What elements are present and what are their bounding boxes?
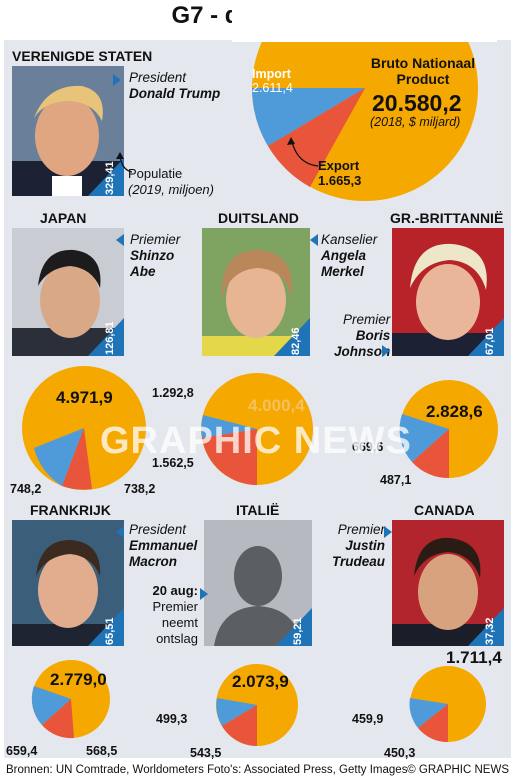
japan-gnp-pie-chart: [22, 366, 146, 490]
usa-export-slice: [268, 88, 365, 187]
france-population-value: 65,51: [104, 617, 116, 645]
canada-leader-role: Premier Justin Trudeau: [332, 522, 386, 569]
germany-pointer-icon: [310, 234, 318, 246]
germany-leader-photo: [202, 228, 310, 356]
uk-country-label: GR.-BRITTANNIË: [390, 210, 504, 226]
uk-gnp-pie-chart: [399, 380, 498, 479]
france-export-value: 568,5: [86, 744, 118, 758]
japan-export-value: 738,2: [124, 482, 156, 496]
usa-import-slice: [252, 88, 365, 146]
italy-import-value: 499,3: [156, 712, 188, 726]
germany-country-label: DUITSLAND: [218, 210, 299, 226]
usa-import-label: Import 2.611,4: [252, 67, 293, 95]
uk-gnp-value: 2.828,6: [426, 402, 483, 421]
france-pointer-icon: [116, 526, 124, 538]
japan-country-label: JAPAN: [40, 210, 87, 226]
italy-leader-silhouette: [204, 520, 312, 646]
italy-population-value: 59,21: [292, 617, 304, 645]
canada-leader-photo: [392, 520, 504, 646]
usa-country-label: VERENIGDE STATEN: [12, 48, 153, 64]
canada-country-label: CANADA: [414, 502, 475, 518]
germany-gnp-pie-chart: [201, 373, 313, 485]
france-import-value: 659,4: [6, 744, 38, 758]
japan-leader-photo: [12, 228, 124, 356]
canada-import-value: 459,9: [352, 712, 384, 726]
usa-population-caption: Populatie (2019, miljoen): [128, 166, 214, 197]
footer-sources: Bronnen: UN Comtrade, Worldometers Foto'…: [6, 764, 408, 776]
usa-export-label: Export 1.665,3: [318, 158, 362, 188]
france-gnp-value: 2.779,0: [50, 670, 107, 689]
italy-country-label: ITALIË: [236, 502, 280, 518]
usa-leader-role: President Donald Trump: [129, 70, 221, 101]
canada-gnp-pie-chart: [409, 666, 486, 743]
japan-population-value: 126,81: [104, 321, 116, 355]
japan-pointer-icon: [116, 234, 124, 246]
uk-pointer-icon: [382, 345, 390, 357]
uk-population-value: 67,01: [484, 327, 496, 355]
uk-leader-role: Premier Boris Johnson: [334, 312, 391, 359]
usa-leader-photo: [12, 66, 124, 196]
canada-export-value: 450,3: [384, 746, 416, 760]
italy-gnp-value: 2.073,9: [232, 672, 289, 691]
germany-export-value: 1.562,5: [152, 456, 194, 470]
usa-gnp-caption: (2018, $ miljard): [370, 115, 461, 129]
title-mask: [232, 0, 497, 42]
japan-import-value: 748,2: [10, 482, 42, 496]
usa-pointer-icon: [113, 74, 121, 86]
canada-population-value: 37,32: [484, 617, 496, 645]
canada-gnp-value: 1.711,4: [446, 648, 502, 667]
canada-pointer-icon: [384, 526, 392, 538]
italy-pointer-icon: [200, 588, 208, 600]
usa-export-arrow-icon: [287, 137, 319, 167]
japan-gnp-value: 4.971,9: [56, 388, 113, 407]
france-leader-photo: [12, 520, 124, 646]
germany-gnp-value: 4.000,4: [248, 396, 305, 415]
usa-gnp-pie-chart: [252, 42, 478, 201]
italy-note: 20 aug: Premier neemt ontslag: [152, 583, 198, 646]
usa-population-arrow-icon: [116, 152, 133, 173]
germany-leader-role: Kanselier Angela Merkel: [321, 232, 378, 279]
footer-credit: © GRAPHIC NEWS: [407, 764, 509, 776]
usa-gnp-label: Bruto Nationaal Product: [370, 55, 476, 87]
germany-import-value: 1.292,8: [152, 386, 194, 400]
watermark: GRAPHIC NEWS: [100, 420, 412, 462]
japan-leader-role: Priemier Shinzo Abe: [130, 232, 181, 279]
usa-gnp-value: 20.580,2: [372, 90, 462, 116]
uk-import-value: 669,6: [352, 440, 384, 454]
france-country-label: FRANKRIJK: [30, 502, 111, 518]
italy-gnp-pie-chart: [216, 664, 298, 746]
italy-export-value: 543,5: [190, 746, 222, 760]
uk-export-value: 487,1: [380, 473, 412, 487]
germany-population-value: 82,46: [290, 327, 302, 355]
france-leader-role: President Emmanuel Macron: [129, 522, 198, 569]
france-gnp-pie-chart: [31, 660, 110, 739]
